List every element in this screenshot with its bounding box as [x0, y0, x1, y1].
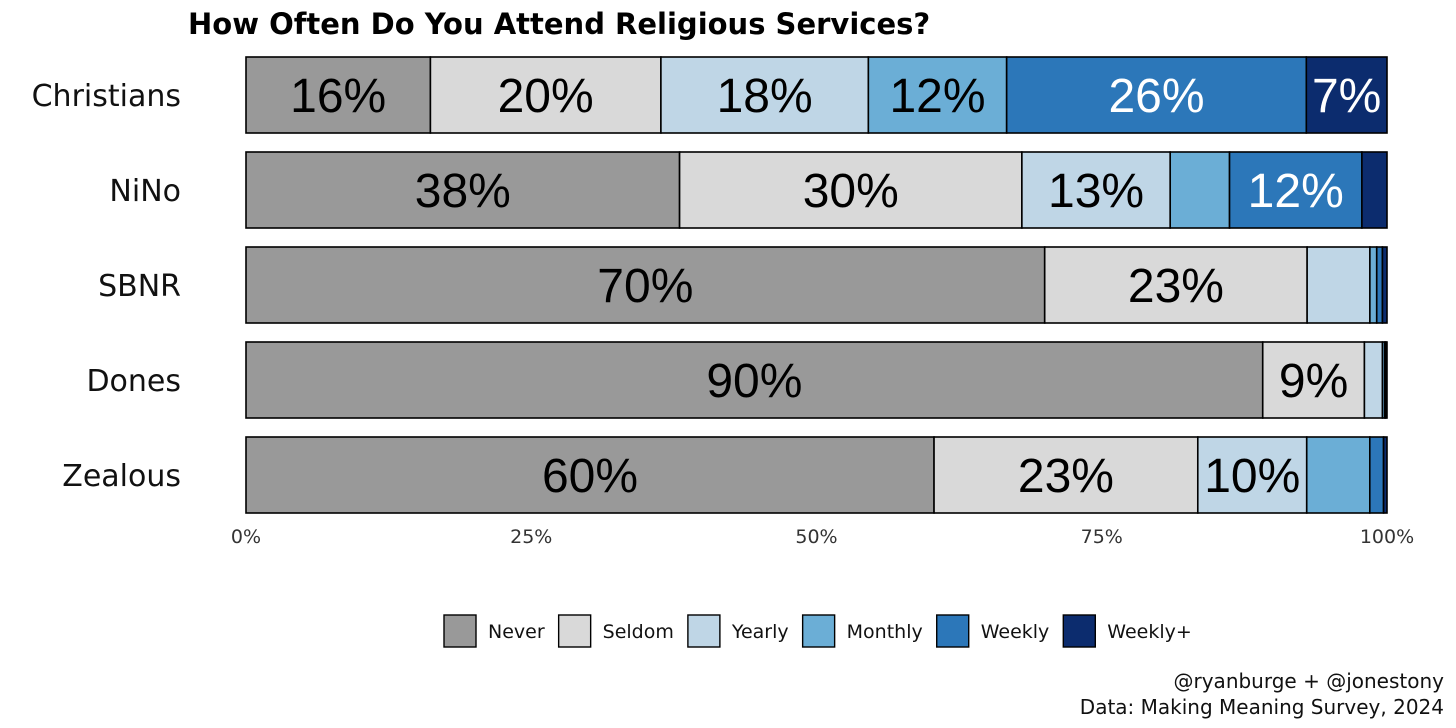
bar-segment-zealous-weekly-plus: [1382, 436, 1388, 514]
data-label-sbnr-never: 70%: [597, 260, 693, 313]
data-label-nino-never: 38%: [415, 165, 511, 218]
data-label-christians-weekly: 26%: [1108, 70, 1204, 123]
bar-segment-zealous-never: [245, 436, 935, 514]
legend-swatch-never: [443, 614, 477, 648]
bar-segment-christians-yearly: [660, 56, 870, 134]
category-label-zealous: Zealous: [62, 459, 181, 494]
legend-swatch-seldom: [557, 614, 592, 648]
bar-segment-nino-seldom: [678, 151, 1023, 229]
legend-swatch-yearly: [687, 614, 721, 648]
data-label-nino-seldom: 30%: [803, 165, 899, 218]
bar-segment-nino-weekly-plus: [1361, 151, 1388, 229]
category-label-christians: Christians: [32, 79, 181, 114]
data-label-nino-yearly: 13%: [1048, 165, 1144, 218]
bar-segment-sbnr-yearly: [1306, 246, 1371, 324]
x-tick-label-1: 25%: [510, 526, 552, 548]
bar-segment-sbnr-monthly: [1369, 246, 1378, 324]
legend-swatch-weekly: [936, 614, 970, 648]
bar-segment-christians-weekly-plus: [1305, 56, 1388, 134]
data-label-christians-yearly: 18%: [717, 70, 813, 123]
legend-swatch-weekly-plus: [1062, 614, 1096, 648]
caption-source: Data: Making Meaning Survey, 2024: [1080, 695, 1444, 719]
bar-segment-dones-yearly: [1363, 341, 1384, 419]
chart-title: How Often Do You Attend Religious Servic…: [188, 7, 930, 41]
legend-label-weekly: Weekly: [981, 621, 1050, 643]
x-tick-label-2: 50%: [795, 526, 837, 548]
bar-segment-sbnr-seldom: [1043, 246, 1308, 324]
bar-segment-christians-never: [245, 56, 432, 134]
bar-segment-christians-seldom: [429, 56, 662, 134]
caption-handles: @ryanburge + @jonestony: [1174, 669, 1445, 693]
category-label-sbnr: SBNR: [98, 269, 181, 304]
legend: Never Seldom Yearly Monthly Weekly Weekly+: [443, 614, 1192, 648]
legend-label-weekly-plus: Weekly+: [1107, 621, 1192, 643]
data-label-zealous-seldom: 23%: [1018, 450, 1114, 503]
legend-label-monthly: Monthly: [847, 621, 923, 643]
bar-segment-zealous-seldom: [933, 436, 1199, 514]
category-label-dones: Dones: [86, 364, 181, 399]
bar-segment-nino-monthly: [1169, 151, 1231, 229]
x-tick-label-0: 0%: [231, 526, 261, 548]
data-label-nino-weekly: 12%: [1248, 165, 1344, 218]
bar-segment-dones-seldom: [1261, 341, 1366, 419]
data-label-dones-never: 90%: [706, 355, 802, 408]
legend-label-never: Never: [488, 621, 545, 643]
data-label-zealous-never: 60%: [542, 450, 638, 503]
x-axis-ticks: 0% 25% 50% 75% 100%: [231, 526, 1414, 548]
bar-segment-nino-never: [245, 151, 681, 229]
bar-segment-nino-yearly: [1021, 151, 1172, 229]
x-tick-label-4: 100%: [1360, 526, 1414, 548]
bars-group: Christians 16% 20% 18% 12% 26% 7% NiNo 38% 30% 13%…: [32, 56, 1388, 514]
x-tick-label-3: 75%: [1081, 526, 1123, 548]
bar-segment-zealous-monthly: [1305, 436, 1371, 514]
legend-swatch-monthly: [801, 614, 836, 648]
bar-segment-zealous-yearly: [1196, 436, 1308, 514]
data-label-zealous-yearly: 10%: [1204, 450, 1300, 503]
data-label-christians-seldom: 20%: [498, 70, 594, 123]
data-label-sbnr-seldom: 23%: [1128, 260, 1224, 313]
bar-segment-zealous-weekly: [1368, 436, 1385, 514]
bar-segment-nino-weekly: [1228, 151, 1363, 229]
bar-segment-dones-never: [245, 341, 1264, 419]
legend-label-yearly: Yearly: [731, 621, 789, 643]
bar-segment-sbnr-weekly-plus: [1381, 246, 1388, 324]
data-label-christians-weekly-plus: 7%: [1312, 70, 1381, 123]
category-label-nino: NiNo: [109, 174, 181, 209]
bar-segment-dones-weekly-plus: [1385, 341, 1388, 419]
data-label-dones-seldom: 9%: [1279, 355, 1348, 408]
bar-segment-christians-weekly: [1005, 56, 1308, 134]
data-label-christians-never: 16%: [290, 70, 386, 123]
data-label-christians-monthly: 12%: [889, 70, 985, 123]
legend-label-seldom: Seldom: [603, 621, 674, 643]
bar-segment-sbnr-weekly: [1375, 246, 1384, 324]
